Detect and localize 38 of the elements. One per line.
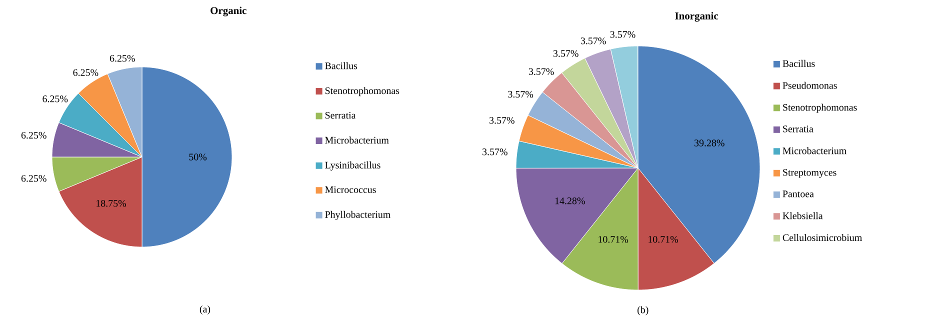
data-label: 14.28% <box>555 198 585 204</box>
data-label: 6.25% <box>42 96 68 102</box>
data-label: 3.57% <box>553 50 578 57</box>
legend-label: Stenotrophomonas <box>325 87 400 96</box>
data-label: 6.25% <box>73 69 98 76</box>
data-label: 18.75% <box>96 200 126 207</box>
data-label: 3.57% <box>490 116 514 124</box>
data-label: 3.57% <box>610 31 636 38</box>
data-label: 3.57% <box>508 90 534 98</box>
legend-label: Pantoea <box>782 190 814 198</box>
legend-label: Micrococcus <box>325 186 376 194</box>
data-label: 3.57% <box>482 148 508 156</box>
legend-label: Serratia <box>783 126 814 132</box>
data-label: 10.71% <box>648 236 678 243</box>
data-label: 50% <box>189 154 207 160</box>
data-label: 10.71% <box>598 236 628 243</box>
legend-label: Streptomyces <box>783 169 836 178</box>
data-label: 6.25% <box>21 132 46 139</box>
legend-label: Microbacterium <box>325 136 389 144</box>
data-label: 3.57% <box>580 38 606 44</box>
legend-label: Bacillus <box>325 62 358 70</box>
legend-label: Bacillus <box>782 60 815 67</box>
legend-label: Lysinibacillus <box>325 161 380 170</box>
text: (a) <box>200 305 210 315</box>
legend-label: Serratia <box>325 112 356 119</box>
legend-label: Phyllobacterium <box>325 210 390 220</box>
legend-label: Stenotrophomonas <box>783 104 857 113</box>
legend-label: Microbacterium <box>782 147 846 154</box>
data-label: 39.28% <box>694 140 724 146</box>
chart-title: Organic <box>210 6 246 16</box>
legend-label: Cellulosimicrobium <box>782 234 862 242</box>
data-label: 3.57% <box>528 68 554 75</box>
legend-label: Pseudomonas <box>782 82 837 89</box>
text: (b) <box>638 306 648 316</box>
data-label: 6.25% <box>21 175 46 182</box>
chart-title: Inorganic <box>675 12 718 22</box>
legend-label: Klebsiella <box>782 212 823 220</box>
data-label: 6.25% <box>110 54 135 62</box>
